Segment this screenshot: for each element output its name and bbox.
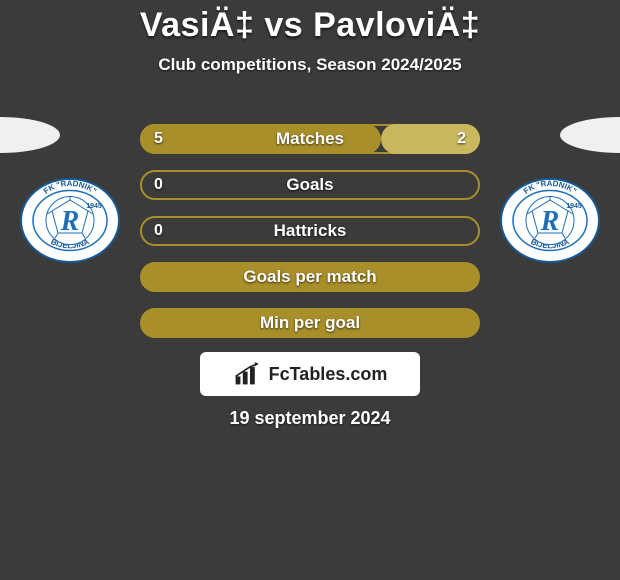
stat-bar-row: 0Goals: [140, 170, 480, 200]
stat-bar-row: 52Matches: [140, 124, 480, 154]
page-title: VasiÄ‡ vs PavloviÄ‡: [0, 0, 620, 45]
bar-label: Hattricks: [142, 221, 478, 241]
right-club-logo: FK "RADNIK" BIJELJINA R 1945: [500, 178, 600, 263]
stat-bar-row: Min per goal: [140, 308, 480, 338]
svg-text:1945: 1945: [566, 203, 582, 210]
attribution-badge: FcTables.com: [200, 352, 420, 396]
svg-text:R: R: [60, 206, 80, 237]
subtitle: Club competitions, Season 2024/2025: [0, 55, 620, 75]
right-ellipse-decoration: [560, 117, 620, 153]
stat-bars-container: 52Matches 0Goals 0Hattricks Goals per match…: [140, 124, 480, 354]
bar-label: Goals per match: [142, 267, 478, 287]
left-ellipse-decoration: [0, 117, 60, 153]
stat-bar-row: 0Hattricks: [140, 216, 480, 246]
attribution-text: FcTables.com: [269, 364, 388, 385]
left-club-logo: FK "RADNIK" BIJELJINA R 1945: [20, 178, 120, 263]
bar-label: Matches: [142, 129, 478, 149]
chart-icon: [233, 362, 267, 386]
svg-text:1945: 1945: [86, 203, 102, 210]
date-text: 19 september 2024: [0, 408, 620, 429]
stat-bar-row: Goals per match: [140, 262, 480, 292]
svg-text:R: R: [540, 206, 560, 237]
bar-label: Min per goal: [142, 313, 478, 333]
bar-label: Goals: [142, 175, 478, 195]
